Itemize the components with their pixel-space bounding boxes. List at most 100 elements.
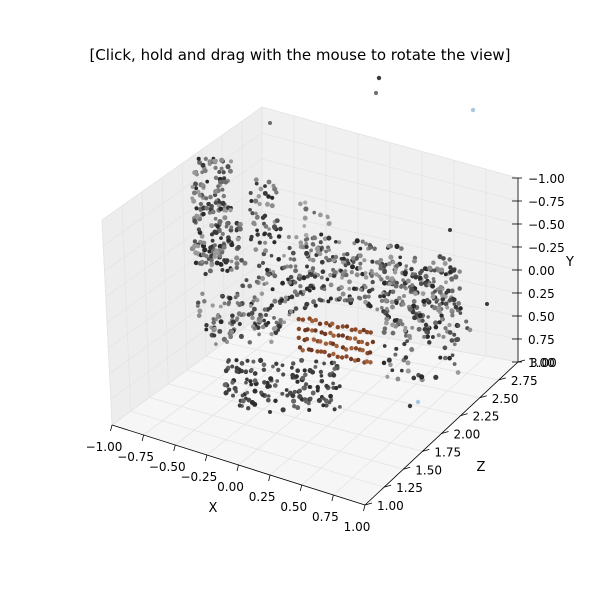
scatter-point: [257, 240, 262, 245]
scatter-point: [357, 253, 363, 259]
scatter-point: [250, 211, 255, 216]
scatter-point: [272, 186, 278, 192]
scatter-point: [338, 296, 343, 301]
scatter-point: [229, 225, 234, 230]
scatter-point: [412, 258, 417, 264]
scatter-point: [363, 274, 369, 280]
scatter-point: [265, 397, 271, 403]
scatter-point: [332, 269, 337, 275]
scatter-point: [346, 261, 351, 266]
scatter-point: [294, 235, 299, 240]
scatter-point: [360, 239, 365, 244]
scatter-point: [226, 387, 232, 392]
scatter-point: [259, 291, 265, 296]
scatter-point: [348, 297, 354, 303]
scatter-point: [349, 327, 354, 333]
scatter-point: [437, 320, 442, 325]
scatter-point: [254, 181, 259, 186]
scatter-point: [262, 380, 267, 385]
scatter-point: [359, 339, 365, 345]
scatter-point: [209, 262, 215, 268]
scatter-point: [212, 158, 217, 163]
scatter-point: [217, 229, 222, 234]
scatter-point: [223, 180, 229, 185]
scatter-point: [336, 333, 341, 338]
scatter-point: [297, 345, 303, 350]
scatter-point: [266, 194, 271, 199]
scatter-point: [311, 299, 316, 305]
scatter-point: [202, 299, 207, 304]
scatter-point: [383, 320, 389, 326]
scatter-point: [280, 363, 285, 368]
scatter-point: [317, 297, 322, 302]
scatter-point: [240, 393, 245, 398]
scatter-point: [327, 257, 333, 263]
scatter-point: [260, 324, 266, 330]
scatter-point: [195, 213, 200, 219]
scatter-point: [254, 279, 259, 284]
scatter-point: [204, 205, 210, 211]
z-tick-label: 2.25: [473, 410, 500, 424]
scatter-point: [200, 162, 206, 168]
scatter-point: [385, 374, 390, 379]
scatter-point: [293, 306, 299, 311]
scatter-point: [255, 228, 259, 233]
scatter-point: [264, 281, 269, 286]
scatter-point: [250, 315, 255, 321]
scatter-point: [217, 254, 223, 259]
scatter-point: [298, 201, 303, 207]
scatter-point: [234, 228, 239, 233]
scatter-point: [443, 301, 449, 307]
scatter-point: [208, 194, 213, 200]
scatter-point: [192, 170, 198, 176]
scatter-point: [394, 243, 400, 249]
scatter-point: [420, 291, 426, 296]
scatter-point: [330, 341, 336, 346]
scatter-point: [303, 372, 308, 378]
scatter-point: [234, 365, 240, 371]
scatter-point: [265, 383, 271, 390]
scatter-point: [203, 156, 208, 162]
scatter-point: [345, 251, 350, 257]
scatter-point: [280, 391, 285, 396]
scatter-point: [368, 288, 373, 293]
scatter-point: [455, 336, 461, 342]
scatter-point: [452, 302, 457, 306]
scatter-point: [246, 406, 251, 411]
scatter-point: [210, 303, 215, 308]
scatter-point: [263, 224, 269, 229]
scatter-point: [344, 354, 349, 359]
scatter-point: [288, 274, 294, 280]
scatter-point: [387, 261, 392, 267]
scatter-point: [223, 368, 229, 374]
scatter-point: [401, 293, 407, 299]
scatter-point: [351, 286, 357, 291]
scatter-point: [254, 215, 260, 220]
scatter-point: [411, 303, 417, 309]
point-cloud[interactable]: [189, 75, 489, 414]
scatter-point: [230, 313, 235, 319]
scatter-point: [449, 276, 455, 282]
scatter-point: [264, 201, 271, 207]
scatter-point: [244, 380, 248, 385]
scatter-point: [337, 404, 342, 409]
scatter-point: [307, 408, 312, 412]
scatter-point: [196, 227, 202, 232]
scatter-point: [217, 200, 222, 204]
scatter-point: [251, 359, 256, 364]
scatter-point: [282, 265, 287, 270]
scatter-point: [238, 333, 244, 339]
scatter-point: [354, 272, 360, 278]
scatter-point: [197, 160, 202, 165]
scatter-point: [356, 339, 361, 345]
scatter-point: [217, 170, 222, 174]
scatter-point: [337, 384, 342, 389]
scatter-point: [423, 322, 429, 328]
scatter-point: [470, 107, 476, 113]
scatter-point: [457, 269, 462, 274]
scatter-point: [361, 327, 366, 333]
scatter-point: [211, 317, 216, 321]
scatter-point: [239, 257, 244, 263]
scatter-point: [198, 201, 204, 207]
